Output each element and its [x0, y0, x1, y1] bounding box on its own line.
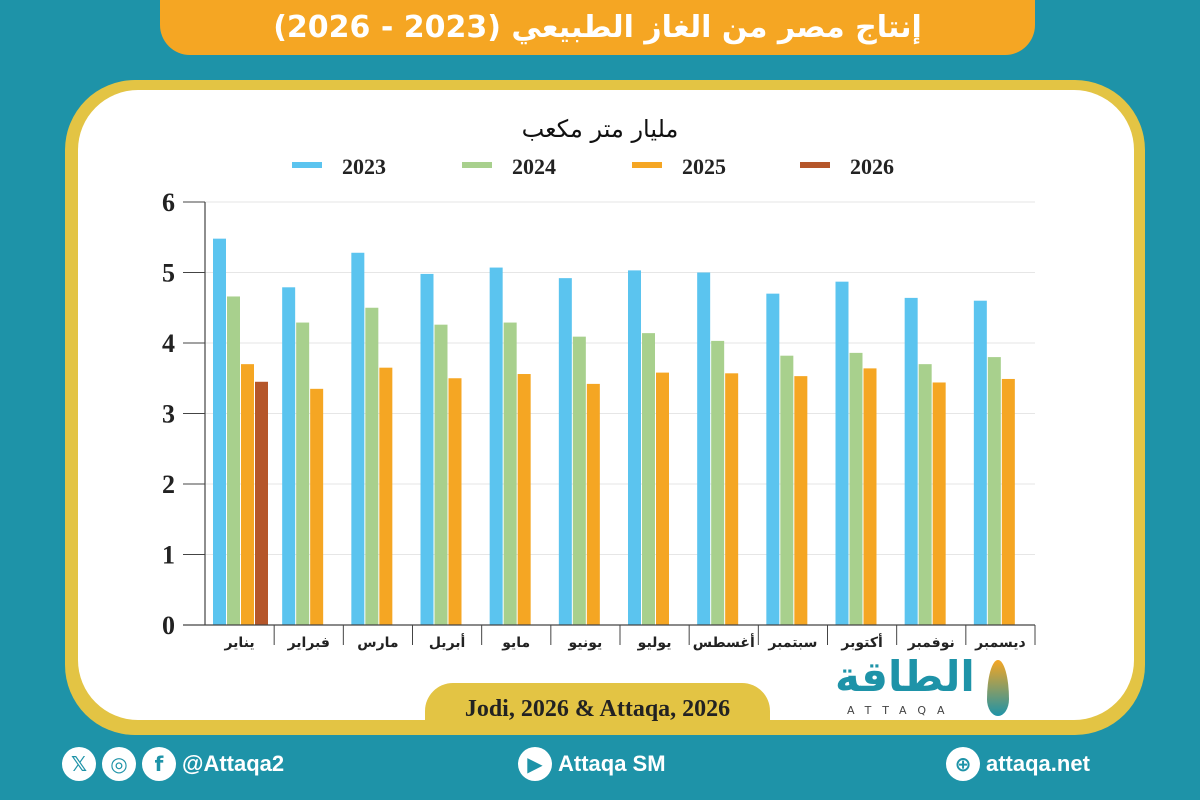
- bar-2025-3: [379, 367, 393, 625]
- legend-label-2026: 2026: [850, 154, 894, 179]
- y-tick-label: 1: [162, 541, 175, 570]
- bar-2024-4: [434, 324, 448, 625]
- bar-2025-1: [241, 364, 254, 625]
- bar-2023-9: [766, 293, 780, 625]
- bar-2023-8: [697, 272, 711, 625]
- y-tick-label: 5: [162, 259, 175, 288]
- attaqa-logo: الطاقة ATTAQA: [835, 652, 1015, 720]
- x-tick-label: أغسطس: [693, 633, 755, 651]
- bar-2025-12: [1001, 378, 1015, 625]
- bar-2026-1: [255, 381, 268, 625]
- bar-2025-5: [517, 374, 531, 625]
- bar-2024-1: [227, 296, 240, 625]
- y-tick-label: 3: [162, 400, 175, 429]
- bar-2023-6: [558, 278, 572, 625]
- bar-2023-11: [904, 297, 918, 625]
- x-tick-label: يونيو: [568, 635, 603, 651]
- x-tick-label: فبراير: [287, 635, 330, 651]
- globe-icon: ⊕: [946, 747, 980, 781]
- bar-2025-11: [932, 382, 946, 625]
- legend-swatch-2024: [462, 162, 492, 168]
- bar-2024-11: [918, 364, 932, 625]
- legend-swatch-2026: [800, 162, 830, 168]
- logo-drop-icon: [987, 660, 1009, 716]
- logo-arabic: الطاقة: [835, 652, 975, 701]
- logo-latin: ATTAQA: [847, 704, 956, 717]
- y-tick-label: 4: [162, 329, 175, 358]
- bar-2024-10: [849, 352, 863, 625]
- bar-2024-5: [503, 322, 517, 625]
- bar-2024-6: [572, 336, 586, 625]
- instagram-icon[interactable]: ◎: [102, 747, 136, 781]
- bar-2024-8: [711, 340, 725, 625]
- legend-label-2024: 2024: [512, 154, 556, 179]
- x-tick-label: سبتمبر: [767, 635, 817, 651]
- bar-2023-5: [489, 267, 503, 625]
- facebook-icon[interactable]: f: [142, 747, 176, 781]
- legend-label-2025: 2025: [682, 154, 726, 179]
- x-tick-label: نوفمبر: [907, 635, 955, 651]
- y-tick-label: 6: [162, 188, 175, 217]
- youtube-channel: Attaqa SM: [558, 751, 666, 776]
- social-links: 𝕏 ◎ f @Attaqa2: [62, 740, 284, 788]
- y-tick-label: 0: [162, 611, 175, 640]
- bar-2025-9: [794, 376, 808, 625]
- bar-2024-3: [365, 307, 379, 625]
- x-tick-label: مايو: [501, 635, 530, 651]
- x-tick-label: يوليو: [637, 635, 672, 651]
- x-tick-label: ديسمبر: [974, 635, 1026, 651]
- bar-2023-7: [628, 270, 641, 625]
- website-link[interactable]: ⊕ attaqa.net: [946, 740, 1090, 788]
- x-tick-label: مارس: [357, 635, 398, 651]
- bar-2024-12: [987, 357, 1001, 625]
- bar-2025-7: [656, 372, 669, 625]
- bar-2023-3: [351, 252, 365, 625]
- bar-2023-2: [282, 287, 296, 625]
- bar-2025-2: [310, 388, 324, 625]
- legend-swatch-2025: [632, 162, 662, 168]
- x-tick-label: أبريل: [429, 633, 466, 651]
- x-tick-label: يناير: [223, 635, 254, 651]
- youtube-link[interactable]: ▶ Attaqa SM: [518, 740, 666, 788]
- bar-2024-2: [296, 322, 310, 625]
- y-axis-unit-label: مليار متر مكعب: [522, 115, 679, 143]
- bar-2024-9: [780, 355, 794, 625]
- source-label: Jodi, 2026 & Attaqa, 2026: [425, 683, 770, 735]
- social-handle[interactable]: @Attaqa2: [182, 751, 285, 776]
- x-icon[interactable]: 𝕏: [62, 747, 96, 781]
- bar-2023-10: [835, 281, 849, 625]
- legend-swatch-2023: [292, 162, 322, 168]
- legend-label-2023: 2023: [342, 154, 386, 179]
- bar-2024-7: [642, 333, 655, 625]
- bar-2025-8: [725, 373, 739, 625]
- x-tick-label: أكتوبر: [840, 633, 882, 651]
- bar-2025-4: [448, 378, 462, 625]
- bar-2025-6: [586, 383, 600, 625]
- chart-title: إنتاج مصر من الغاز الطبيعي (2023 - 2026): [160, 0, 1035, 55]
- bar-2023-12: [973, 300, 987, 625]
- bar-2025-10: [863, 368, 877, 625]
- bar-2023-4: [420, 273, 434, 625]
- y-tick-label: 2: [162, 470, 175, 499]
- website-url: attaqa.net: [986, 751, 1090, 776]
- bar-2023-1: [213, 238, 226, 625]
- youtube-icon: ▶: [518, 747, 552, 781]
